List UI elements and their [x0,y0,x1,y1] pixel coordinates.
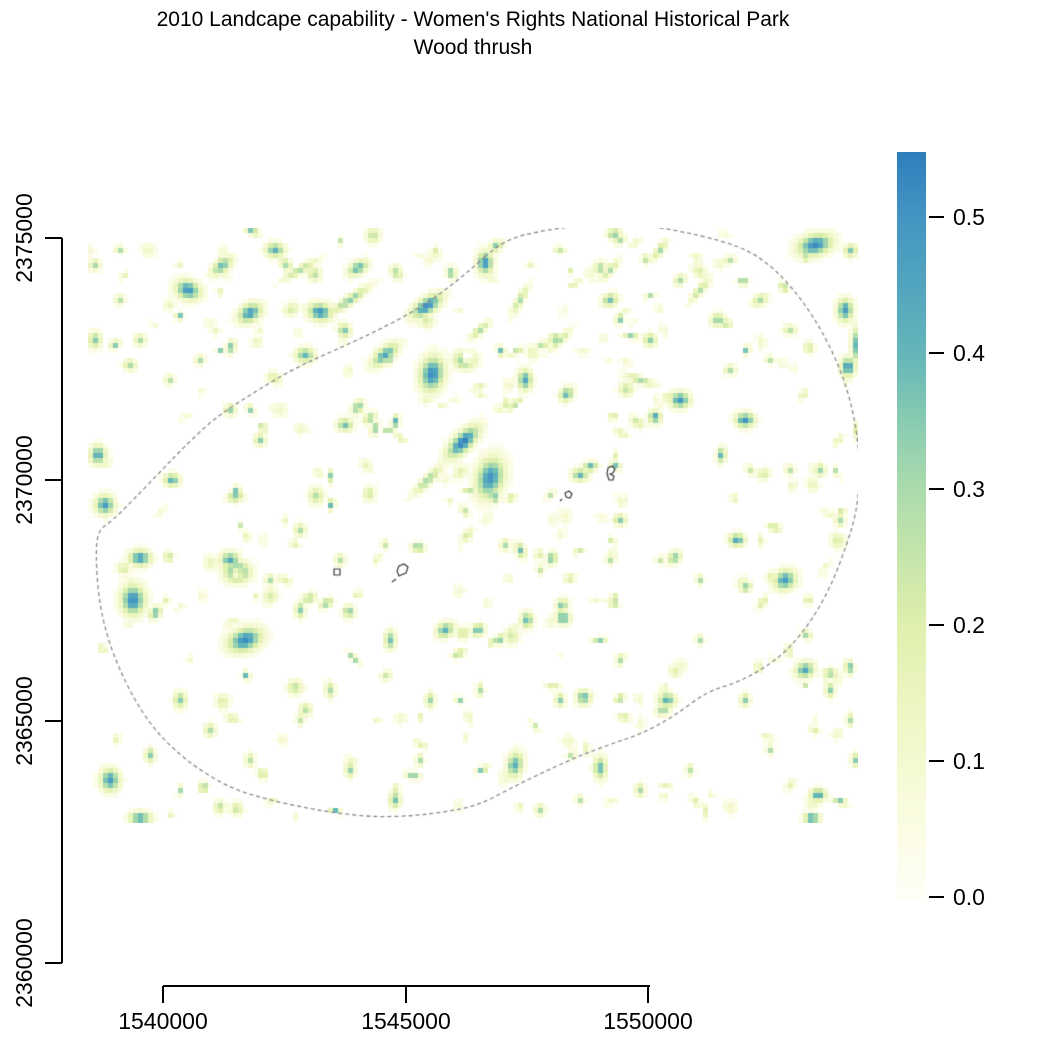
colorbar-tick-label: 0.1 [953,748,985,774]
y-axis-tick-label: 2375000 [11,193,37,283]
colorbar-tick-label: 0.0 [953,884,985,910]
y-axis-tick [45,237,62,239]
chart-subtitle: Wood thrush [413,36,533,59]
colorbar-tick [929,760,944,762]
colorbar-tick [929,624,944,626]
x-axis-tick-label: 1550000 [603,1008,693,1034]
y-axis-tick [45,720,62,722]
y-axis-tick-label: 2370000 [11,435,37,525]
raster-map-canvas [88,228,858,823]
colorbar-tick-label: 0.4 [953,340,985,366]
colorbar-tick-label: 0.3 [953,476,985,502]
y-axis-tick-label: 2365000 [11,676,37,766]
colorbar [897,152,926,903]
y-axis-tick [45,479,62,481]
x-axis-tick [162,986,164,1003]
x-axis-tick-label: 1545000 [361,1008,451,1034]
x-axis-tick [647,986,649,1003]
x-axis-tick-label: 1540000 [118,1008,208,1034]
colorbar-tick [929,352,944,354]
colorbar-tick [929,896,944,898]
y-axis-tick-label: 2360000 [11,918,37,1008]
colorbar-tick-label: 0.2 [953,612,985,638]
y-axis-tick [45,962,62,964]
y-axis-line [61,238,63,963]
colorbar-tick [929,216,944,218]
colorbar-tick-label: 0.5 [953,204,985,230]
colorbar-tick [929,488,944,490]
chart-title: 2010 Landcape capability - Women's Right… [156,8,790,31]
x-axis-tick [405,986,407,1003]
